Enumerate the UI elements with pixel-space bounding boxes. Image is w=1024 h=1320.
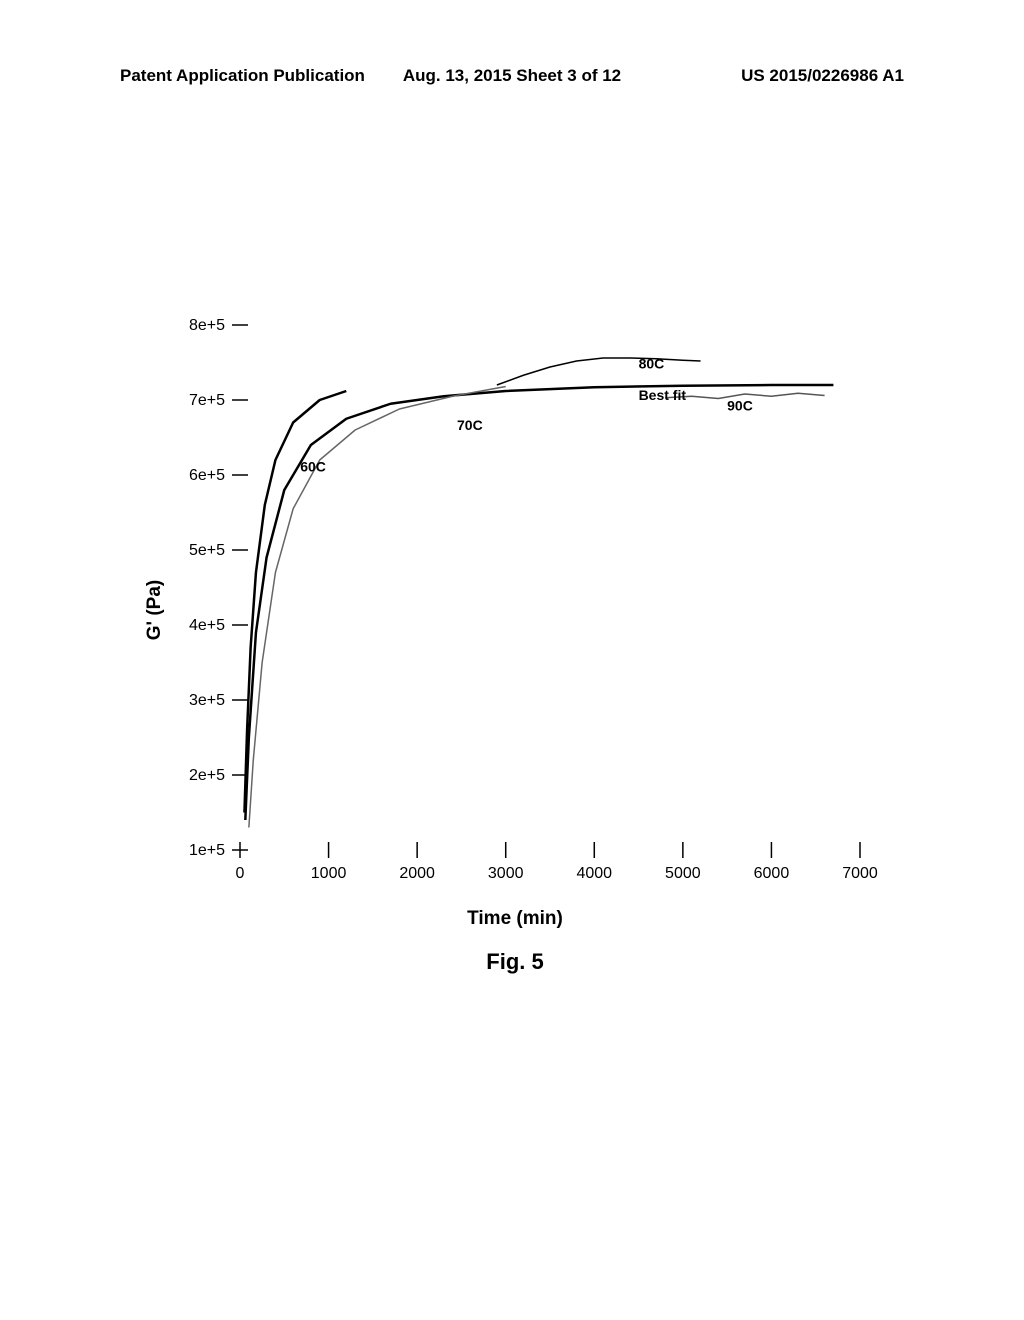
chart-container: G' (Pa) 0 1000 2000 3000 4000 5000 6000 7000 1e+…: [140, 300, 890, 920]
svg-text:80C: 80C: [639, 356, 665, 372]
chart-plot: 0 1000 2000 3000 4000 5000 6000 7000 1e+5 2e+5 3e+…: [140, 300, 890, 920]
svg-text:6000: 6000: [754, 865, 790, 882]
svg-text:3000: 3000: [488, 865, 524, 882]
x-axis-label: Time (min): [467, 908, 563, 930]
svg-text:90C: 90C: [727, 398, 753, 414]
pub-number: US 2015/0226986 A1: [643, 66, 904, 86]
figure-label: Fig. 5: [486, 949, 543, 975]
svg-text:Best fit: Best fit: [639, 387, 687, 403]
svg-text:5e+5: 5e+5: [189, 542, 225, 559]
svg-text:4000: 4000: [576, 865, 612, 882]
svg-text:60C: 60C: [300, 458, 326, 474]
svg-text:2e+5: 2e+5: [189, 767, 225, 784]
svg-text:1000: 1000: [311, 865, 347, 882]
svg-text:70C: 70C: [457, 417, 483, 433]
date-sheet: Aug. 13, 2015 Sheet 3 of 12: [381, 66, 642, 86]
svg-text:3e+5: 3e+5: [189, 692, 225, 709]
svg-text:8e+5: 8e+5: [189, 317, 225, 334]
svg-text:7000: 7000: [842, 865, 878, 882]
svg-text:2000: 2000: [399, 865, 435, 882]
svg-text:5000: 5000: [665, 865, 701, 882]
svg-text:6e+5: 6e+5: [189, 467, 225, 484]
page-header: Patent Application Publication Aug. 13, …: [0, 66, 1024, 86]
svg-text:0: 0: [236, 865, 245, 882]
pub-label: Patent Application Publication: [120, 66, 381, 86]
y-axis-label: G' (Pa): [144, 580, 166, 640]
svg-text:4e+5: 4e+5: [189, 617, 225, 634]
svg-text:7e+5: 7e+5: [189, 392, 225, 409]
svg-text:1e+5: 1e+5: [189, 842, 225, 859]
